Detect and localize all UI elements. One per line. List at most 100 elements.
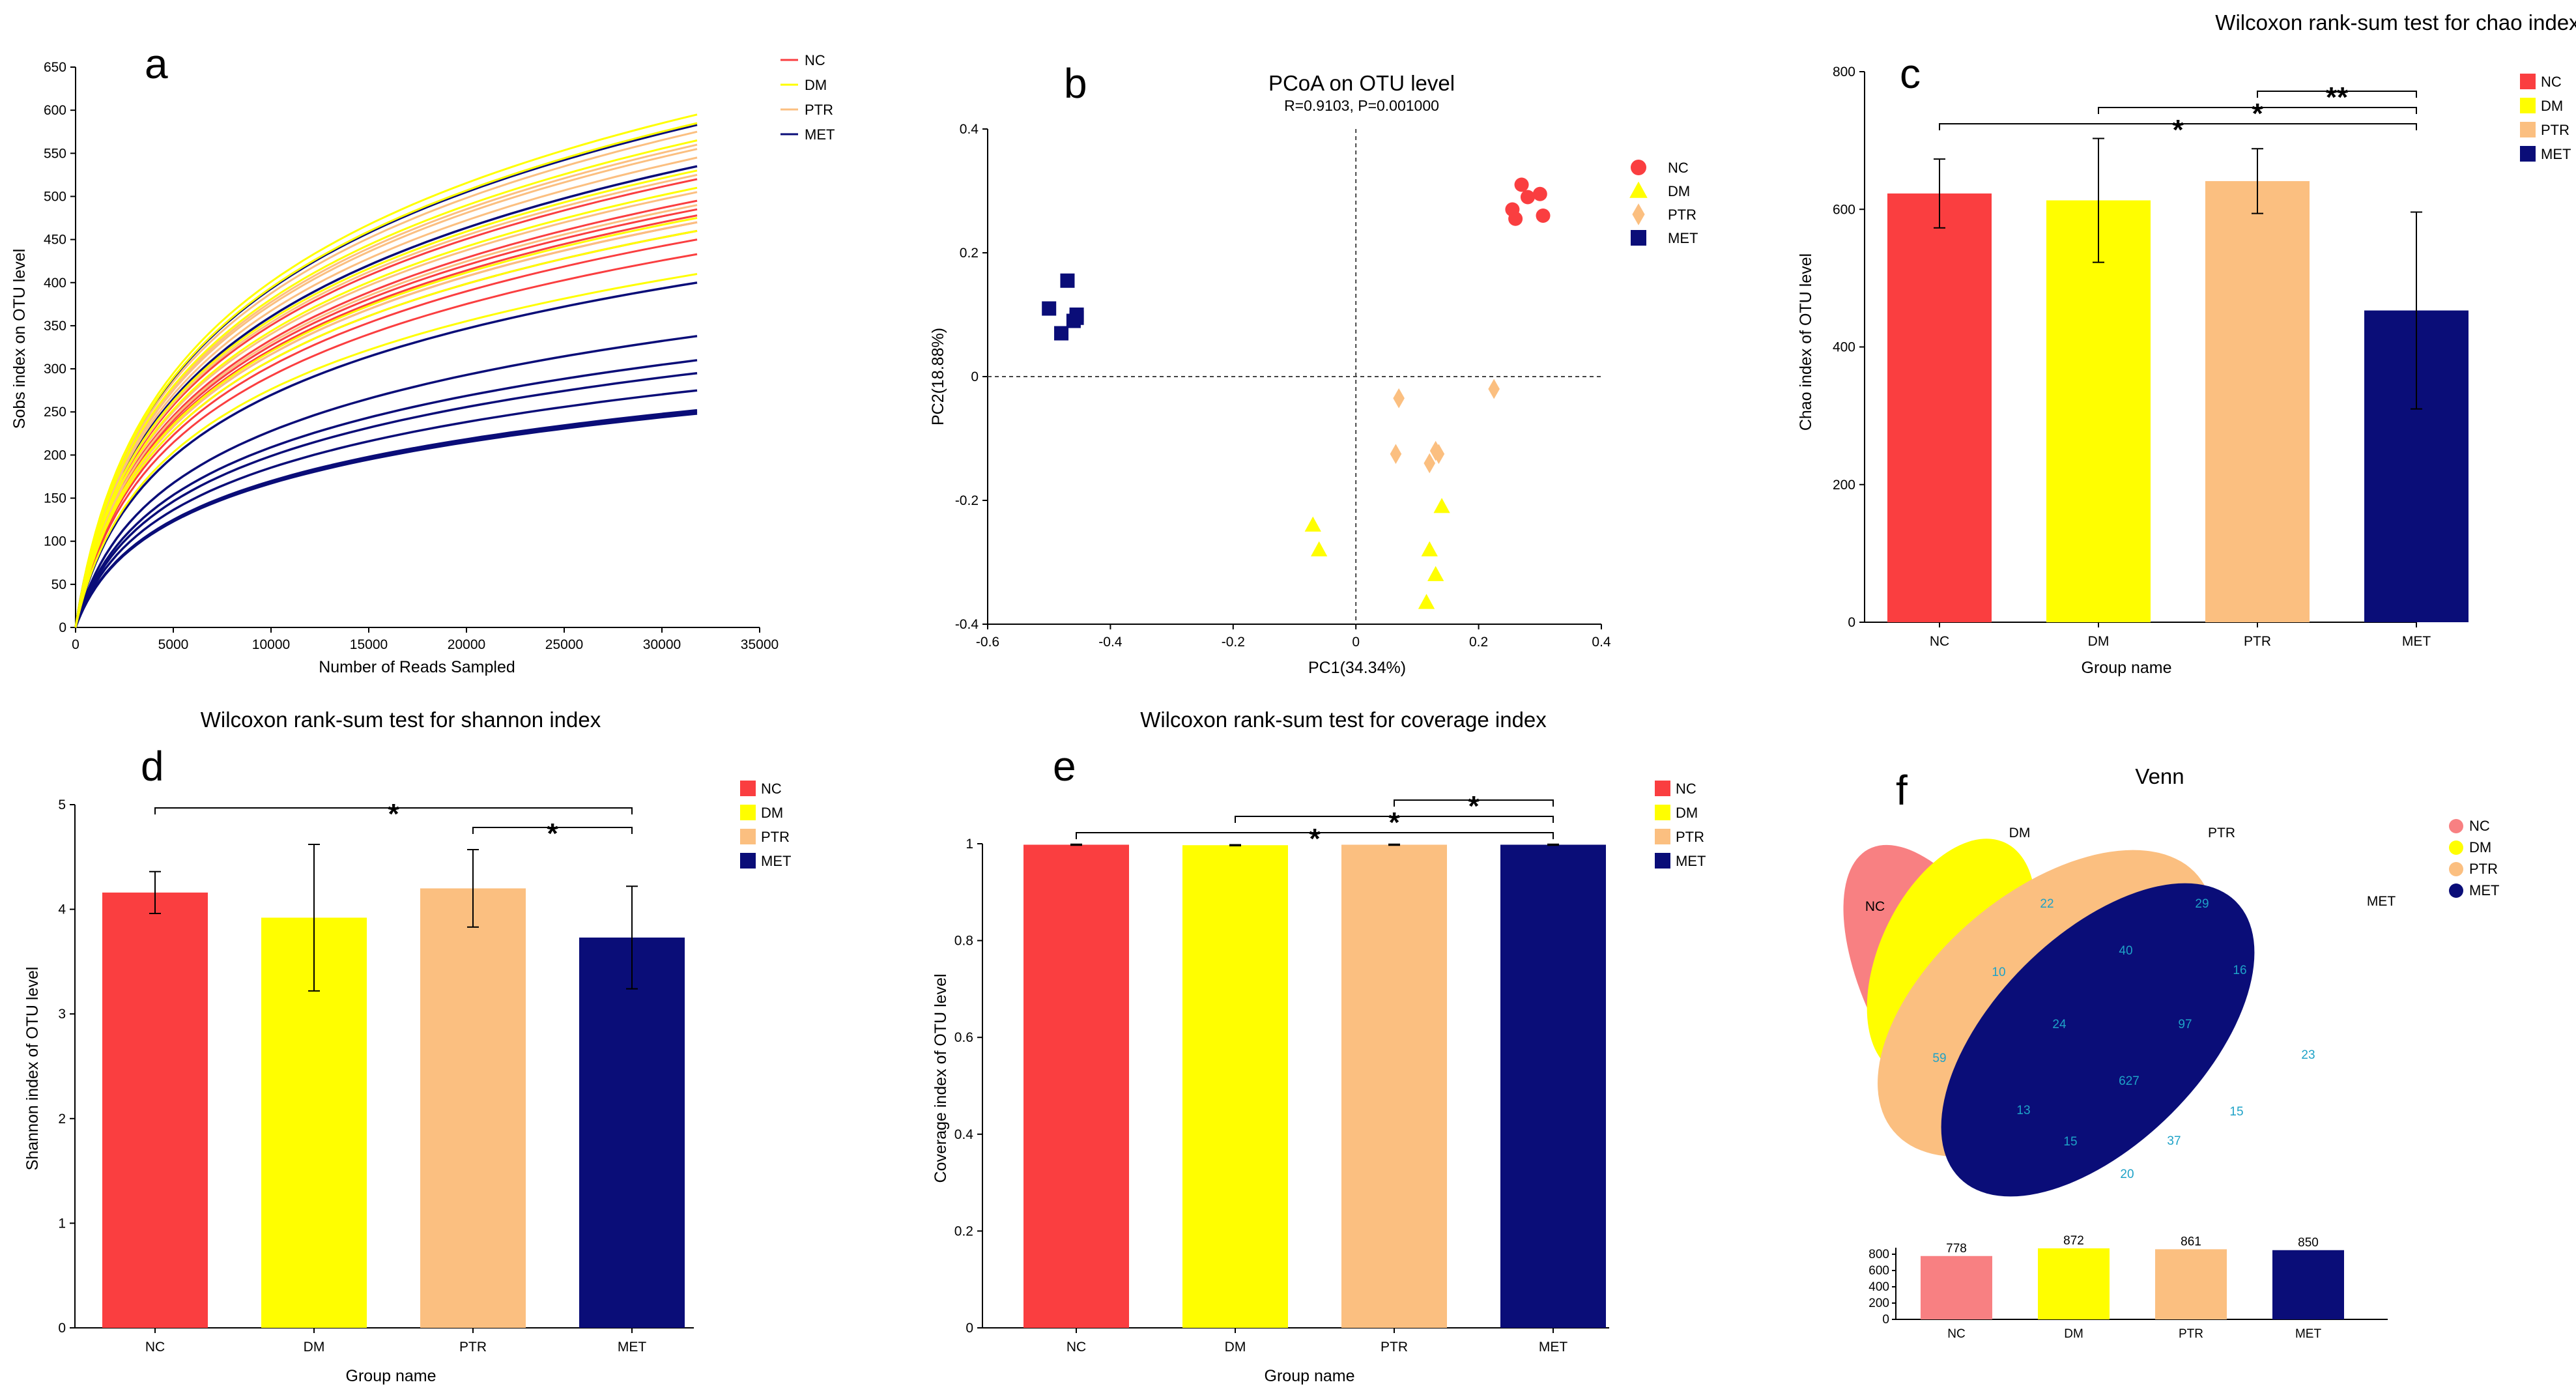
legend-swatch-met <box>740 853 756 869</box>
panel-letter-f: f <box>1896 767 1908 814</box>
pcoa-point-dm <box>1418 594 1435 609</box>
significance-label: * <box>1309 823 1321 855</box>
venn-set-label-ptr: PTR <box>2208 826 2235 840</box>
chart-title: Wilcoxon rank-sum test for chao index <box>2215 10 2576 35</box>
venn-region-count: 627 <box>2119 1074 2140 1088</box>
y-axis-label: Coverage index of OTU level <box>932 974 950 1183</box>
y-tick-label: 400 <box>44 276 66 291</box>
set-size-value-label: 872 <box>2063 1234 2084 1248</box>
venn-region-count: 23 <box>2301 1048 2315 1062</box>
significance-bracket <box>1235 816 1554 823</box>
y-tick-label: 150 <box>44 491 66 506</box>
venn-set-label-nc: NC <box>1865 899 1885 914</box>
rarefaction-curve-dm <box>74 169 698 628</box>
venn-region-count: 22 <box>2040 897 2054 911</box>
x-tick-label-met: MET <box>618 1340 647 1355</box>
x-axis-label: Number of Reads Sampled <box>319 658 515 676</box>
rarefaction-curve-nc <box>74 253 698 628</box>
rarefaction-curve-dm <box>74 273 698 628</box>
set-size-value-label: 778 <box>1946 1242 1967 1256</box>
legend-swatch-met <box>1655 853 1670 869</box>
venn-region-count: 15 <box>2229 1105 2243 1119</box>
legend-swatch-dm <box>1655 805 1670 820</box>
panel-letter-e: e <box>1053 743 1076 790</box>
set-size-bar-met <box>2272 1250 2344 1319</box>
legend-marker-ptr <box>1632 203 1645 225</box>
rarefaction-curve-met <box>74 389 698 628</box>
legend-label-ptr: PTR <box>1676 829 1704 845</box>
venn-region-count: 20 <box>2120 1168 2134 1181</box>
set-size-bar-ptr <box>2155 1249 2227 1319</box>
legend-label-met: MET <box>2469 882 2499 898</box>
legend-label-dm: DM <box>2469 839 2491 855</box>
y-axis-label: PC2(18.88%) <box>929 328 947 425</box>
panel-a-rarefaction-chart: a 0 5000 10000 15000 20000 25000 30000 35000 0 50… <box>10 40 835 676</box>
legend-label-dm: DM <box>1676 805 1698 821</box>
pcoa-point-dm <box>1433 498 1450 513</box>
bar-nc <box>102 892 208 1328</box>
y-tick-label: 50 <box>51 577 66 592</box>
x-tick-label-ptr: PTR <box>459 1340 487 1355</box>
y-tick-label: 600 <box>1833 202 1855 217</box>
significance-bracket <box>154 807 633 814</box>
pcoa-point-nc <box>1536 208 1551 223</box>
bar-met <box>579 937 685 1328</box>
legend-label-nc: NC <box>1676 781 1696 797</box>
rarefaction-curve-met <box>74 409 698 628</box>
y-axis-label: Sobs index on OTU level <box>10 249 29 429</box>
bar-ptr <box>2205 180 2310 623</box>
rarefaction-curve-met <box>74 410 698 628</box>
y-tick-label: 0 <box>59 620 66 635</box>
legend-marker-nc <box>2449 819 2463 833</box>
legend-label-met: MET <box>1668 230 1698 246</box>
x-tick-label-ptr: PTR <box>1381 1340 1408 1355</box>
set-size-category-label: DM <box>2064 1327 2083 1341</box>
panel-letter-d: d <box>141 743 164 790</box>
venn-region-count: 59 <box>1932 1052 1946 1065</box>
legend-marker-dm <box>2449 840 2463 855</box>
x-tick-label: 20000 <box>448 637 485 652</box>
legend-label-met: MET <box>805 126 835 143</box>
bar-dm <box>2046 200 2151 622</box>
x-tick-label-nc: NC <box>1066 1340 1086 1355</box>
chao-legend: NC DM PTR MET <box>2520 74 2571 162</box>
y-tick-label: 0.2 <box>954 1224 973 1239</box>
legend-label-ptr: PTR <box>761 829 790 845</box>
y-axis-label: Chao index of OTU level <box>1797 253 1815 431</box>
y-tick-label: 0 <box>1882 1313 1889 1327</box>
legend-swatch-ptr <box>740 829 756 844</box>
pcoa-point-ptr <box>1393 388 1405 409</box>
set-size-category-label: PTR <box>2179 1327 2203 1341</box>
y-tick-label: 2 <box>58 1112 66 1127</box>
pcoa-point-nc <box>1532 186 1547 201</box>
chart-title: Wilcoxon rank-sum test for coverage inde… <box>1140 708 1547 732</box>
rarefaction-curve-dm <box>74 186 698 628</box>
set-size-value-label: 861 <box>2181 1235 2201 1248</box>
x-axis-label: Group name <box>1265 1367 1355 1385</box>
y-tick-label: 0.4 <box>954 1127 974 1142</box>
legend-marker-nc <box>1631 160 1646 175</box>
pcoa-axes: -0.6 -0.4 -0.2 0 0.2 0.4 -0.4 -0.2 0 0.2 0.4 <box>955 122 1611 650</box>
rarefaction-curve-met <box>74 412 698 628</box>
rarefaction-legend: NC DM PTR MET <box>780 52 835 143</box>
pcoa-point-nc <box>1520 190 1535 205</box>
legend-label-nc: NC <box>1668 160 1689 176</box>
x-tick-label-ptr: PTR <box>2244 634 2271 649</box>
y-tick-label: 0.4 <box>960 122 979 137</box>
y-tick-label: 400 <box>1868 1280 1889 1294</box>
y-tick-label: 800 <box>1868 1248 1889 1261</box>
legend-label-nc: NC <box>2469 818 2490 834</box>
significance-label: * <box>547 818 558 850</box>
chart-title: PCoA on OTU level <box>1268 71 1455 95</box>
venn-region-count: 10 <box>1992 966 2005 979</box>
x-tick-label: 30000 <box>643 637 681 652</box>
panel-letter-c: c <box>1900 50 1921 97</box>
y-tick-label: 4 <box>58 902 66 917</box>
y-tick-label: 600 <box>1868 1264 1889 1278</box>
y-tick-label: 3 <box>58 1007 66 1022</box>
y-tick-label: 550 <box>44 146 66 161</box>
set-size-value-label: 850 <box>2298 1236 2319 1250</box>
set-size-category-label: MET <box>2295 1327 2322 1341</box>
venn-legend: NC DM PTR MET <box>2449 818 2499 898</box>
significance-bracket <box>1939 123 2417 130</box>
